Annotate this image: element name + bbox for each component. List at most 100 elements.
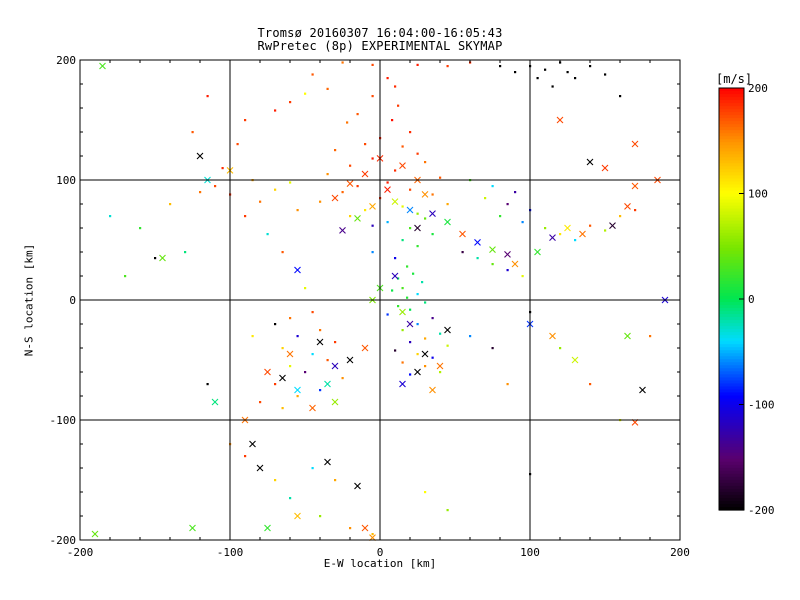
colorbar-segment <box>719 314 744 318</box>
colorbar-segment <box>719 145 744 149</box>
colorbar-segment <box>719 482 744 487</box>
colorbar-segment <box>719 118 744 122</box>
dot-point <box>461 251 464 254</box>
colorbar-segment <box>719 211 744 216</box>
dot-point <box>409 308 412 311</box>
dot-point <box>506 383 509 386</box>
colorbar-segment <box>719 220 744 225</box>
colorbar-segment <box>719 217 744 222</box>
cross-point <box>211 398 219 406</box>
dot-point <box>304 287 307 290</box>
colorbar-segment <box>719 205 744 210</box>
dot-point <box>326 359 329 362</box>
cross-point <box>294 266 301 274</box>
dot-point <box>431 356 434 359</box>
cross-point <box>361 344 369 352</box>
cross-point <box>264 524 271 532</box>
dot-point <box>356 113 359 116</box>
colorbar-tick-label: 100 <box>748 188 768 201</box>
dot-point <box>401 145 404 148</box>
colorbar-segment <box>719 431 744 436</box>
colorbar-segment <box>719 262 744 267</box>
dot-point <box>431 317 434 320</box>
dot-point <box>266 233 269 236</box>
dot-point <box>319 200 322 203</box>
cross-point <box>444 218 451 226</box>
dot-point <box>521 221 524 224</box>
colorbar-segment <box>719 166 744 170</box>
dot-point <box>604 229 607 232</box>
dot-point <box>274 383 277 386</box>
dot-point <box>386 313 389 316</box>
colorbar-segment <box>719 494 744 499</box>
colorbar-segment <box>719 163 744 167</box>
colorbar-segment <box>719 329 744 333</box>
dot-point <box>371 533 374 536</box>
colorbar-segment <box>719 250 744 255</box>
cross-point <box>429 210 436 217</box>
dot-point <box>371 63 374 66</box>
cross-point <box>309 404 316 412</box>
cross-point <box>406 206 414 214</box>
dot-point <box>259 401 262 404</box>
colorbar-segment <box>719 202 744 207</box>
x-axis-ticks: -200 -100 0 100 200 <box>67 60 690 559</box>
dot-point <box>476 257 479 260</box>
colorbar-segment <box>719 91 744 95</box>
dot-point <box>544 68 547 71</box>
colorbar-tick-label: 200 <box>748 82 768 95</box>
colorbar-segment <box>719 226 744 231</box>
colorbar-segment <box>719 106 744 110</box>
colorbar-segment <box>719 232 744 237</box>
dot-point <box>394 257 397 260</box>
colorbar-segment <box>719 506 744 511</box>
colorbar-segment <box>719 139 744 143</box>
colorbar-segment <box>719 241 744 246</box>
colorbar-segment <box>719 476 744 481</box>
x-axis-label: E-W location [km] <box>323 557 437 570</box>
cross-point <box>264 368 271 376</box>
dot-point <box>296 209 299 212</box>
colorbar-segment <box>719 142 744 146</box>
dot-point <box>244 215 247 218</box>
colorbar-segment <box>719 347 744 351</box>
dot-point <box>421 281 424 284</box>
dot-point <box>416 293 419 296</box>
dot-point <box>589 224 592 227</box>
cross-point <box>609 222 616 229</box>
colorbar-segment <box>719 199 744 204</box>
dot-point <box>416 212 419 215</box>
cross-point <box>624 203 631 210</box>
dot-point <box>244 119 247 122</box>
dot-point <box>551 85 554 88</box>
colorbar-segment <box>719 425 744 430</box>
colorbar-segment <box>719 413 744 418</box>
colorbar-segment <box>719 280 744 285</box>
colorbar-segment <box>719 407 744 412</box>
dot-point <box>604 73 607 76</box>
cross-point <box>556 116 564 124</box>
colorbar-segment <box>719 190 744 195</box>
colorbar-tick-label: -100 <box>748 399 775 412</box>
cross-point <box>189 524 196 532</box>
cross-point <box>639 386 646 394</box>
dot-point <box>446 203 449 206</box>
dot-point <box>371 95 374 98</box>
dot-point <box>589 65 592 68</box>
dot-point <box>491 185 494 188</box>
x-tick-label: -100 <box>217 546 244 559</box>
colorbar-segment <box>719 305 744 309</box>
dot-point <box>424 365 427 368</box>
dot-point <box>311 353 314 356</box>
dot-point <box>431 233 434 236</box>
colorbar-segment <box>719 383 744 388</box>
cross-point <box>436 362 444 370</box>
dot-point <box>424 337 427 340</box>
dot-point <box>386 77 389 80</box>
dot-point <box>394 349 397 352</box>
gridlines <box>80 60 680 540</box>
cross-point <box>579 230 586 238</box>
cross-point <box>421 191 429 198</box>
dot-point <box>236 143 239 146</box>
colorbar-segment <box>719 235 744 240</box>
